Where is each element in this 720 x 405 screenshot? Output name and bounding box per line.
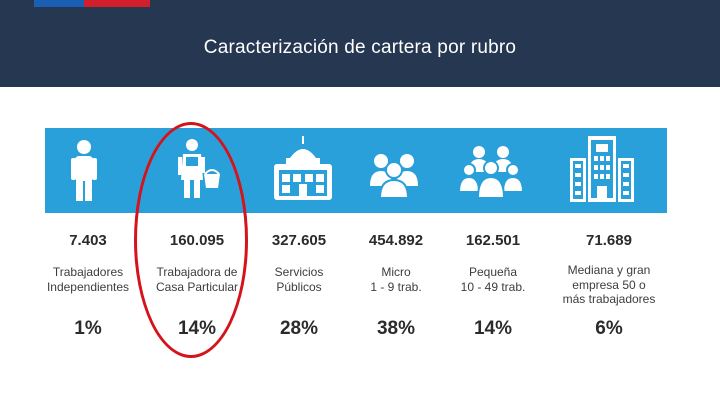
count-mediana-gran: 71.689 bbox=[586, 232, 632, 249]
label-pequena: Pequeña 10 - 49 trab. bbox=[460, 265, 526, 294]
small-group-icon bbox=[364, 128, 424, 213]
medium-group-icon bbox=[456, 128, 526, 213]
label-mediana-gran: Mediana y gran empresa 50 o más trabajad… bbox=[562, 263, 656, 306]
percent-independientes: 1% bbox=[74, 318, 102, 339]
government-building-icon bbox=[268, 128, 338, 213]
label-independientes: Trabajadores Independientes bbox=[46, 265, 130, 294]
page-title: Caracterización de cartera por rubro bbox=[203, 37, 517, 58]
percent-servicios-publicos: 28% bbox=[279, 318, 319, 339]
count-servicios-publicos: 327.605 bbox=[271, 232, 327, 249]
flag-stripe-red bbox=[84, 0, 150, 7]
count-independientes: 7.403 bbox=[69, 232, 107, 249]
label-servicios-publicos: Servicios Públicos bbox=[274, 265, 324, 294]
count-micro: 454.892 bbox=[368, 232, 424, 249]
header-bar: Caracterización de cartera por rubro bbox=[0, 0, 720, 87]
percent-pequena: 14% bbox=[473, 318, 513, 339]
office-building-icon bbox=[566, 128, 638, 213]
label-micro: Micro 1 - 9 trab. bbox=[370, 265, 422, 294]
highlight-circle bbox=[134, 122, 248, 358]
person-icon bbox=[60, 128, 108, 213]
count-pequena: 162.501 bbox=[465, 232, 521, 249]
percent-micro: 38% bbox=[376, 318, 416, 339]
percent-mediana-gran: 6% bbox=[595, 318, 623, 339]
flag-stripe-blue bbox=[34, 0, 84, 7]
